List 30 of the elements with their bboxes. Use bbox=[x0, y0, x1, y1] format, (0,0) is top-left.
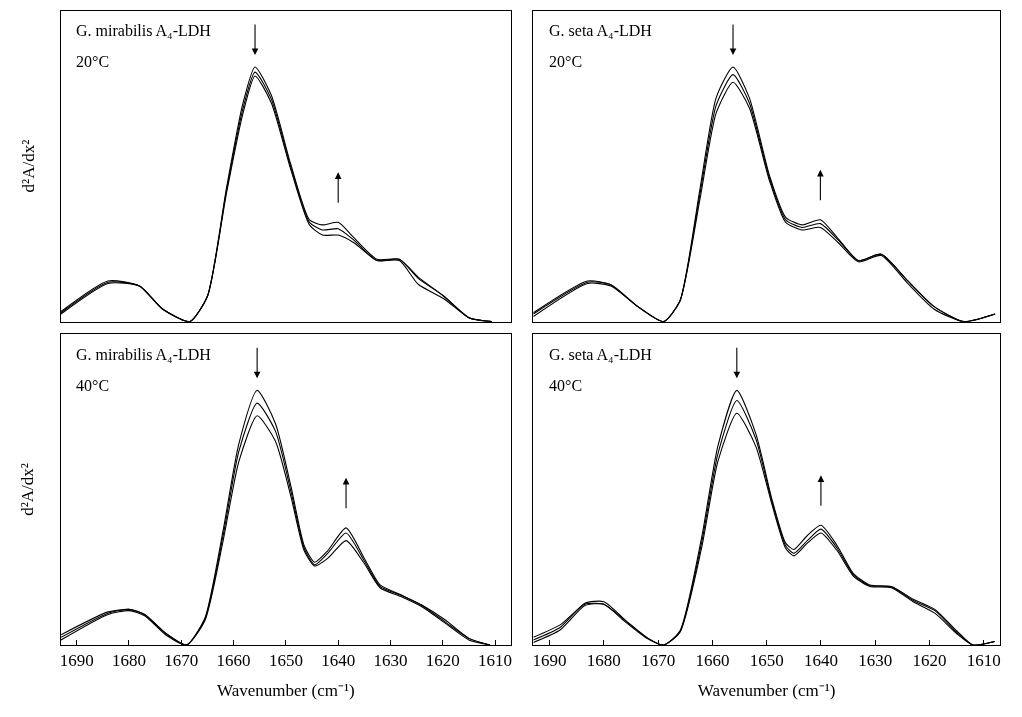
x-tick-label: 1670 bbox=[641, 651, 676, 671]
annotation: 20°C bbox=[76, 53, 110, 70]
x-axis-title: Wavenumber (cm⁻¹) bbox=[697, 680, 836, 700]
x-tick-label: 1610 bbox=[478, 651, 513, 671]
x-tick-label: 1670 bbox=[164, 651, 199, 671]
x-tick-label: 1660 bbox=[216, 651, 251, 671]
x-tick-label: 1680 bbox=[111, 651, 146, 671]
x-tick-label: 1680 bbox=[586, 651, 621, 671]
annotation: 40°C bbox=[549, 377, 583, 394]
x-tick-label: 1650 bbox=[749, 651, 784, 671]
x-tick-label: 1630 bbox=[858, 651, 893, 671]
annotation: 20°C bbox=[549, 53, 583, 70]
x-tick-label: 1610 bbox=[966, 651, 1001, 671]
x-tick-label: 1660 bbox=[695, 651, 730, 671]
x-tick-label: 1650 bbox=[268, 651, 303, 671]
y-axis-title: d²A/dx² bbox=[18, 139, 38, 193]
x-tick-label: 1640 bbox=[803, 651, 838, 671]
x-tick-label: 1690 bbox=[532, 651, 567, 671]
text: G. seta A₄-LDH bbox=[549, 22, 653, 39]
x-tick-label: 1640 bbox=[321, 651, 356, 671]
x-axis-title: Wavenumber (cm⁻¹) bbox=[217, 680, 355, 700]
x-tick-label: 1690 bbox=[59, 651, 94, 671]
y-axis-title: d²A/dx² bbox=[18, 463, 38, 516]
x-tick-label: 1630 bbox=[373, 651, 408, 671]
text: G. mirabilis A₄-LDH bbox=[76, 22, 212, 39]
text: G. mirabilis A₄-LDH bbox=[76, 346, 212, 363]
x-tick-label: 1620 bbox=[425, 651, 460, 671]
annotation: 40°C bbox=[76, 377, 110, 394]
text: G. seta A₄-LDH bbox=[549, 346, 653, 363]
x-tick-label: 1620 bbox=[912, 651, 947, 671]
